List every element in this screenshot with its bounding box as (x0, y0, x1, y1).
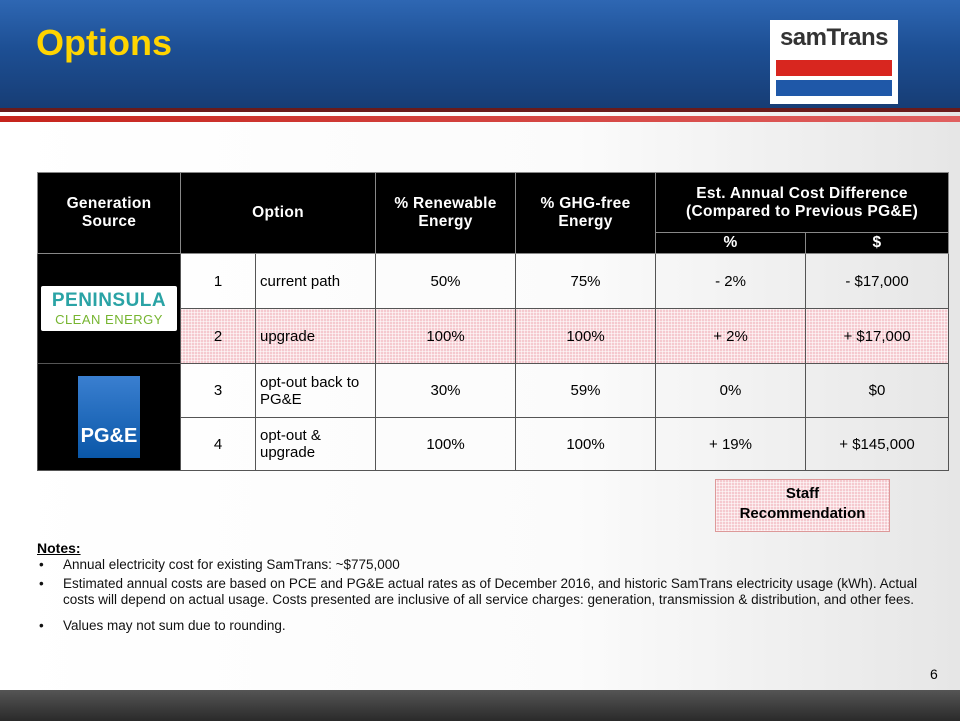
note-item: Estimated annual costs are based on PCE … (39, 576, 943, 608)
table-cell: 59% (515, 363, 657, 418)
header-cell: Option (179, 172, 377, 254)
rec-line: Recommendation (739, 505, 866, 522)
table-cell: 2 (180, 308, 256, 364)
table-cell: + $145,000 (805, 417, 950, 471)
pce-logo: PENINSULA CLEAN ENERGY (41, 286, 177, 331)
note-item: Values may not sum due to rounding. (39, 618, 943, 634)
options-table: Generation Source Option % Renewable Ene… (37, 172, 950, 471)
logo: samTrans (770, 20, 898, 104)
footer-band (0, 690, 960, 721)
source-cell: PENINSULA CLEAN ENERGY (37, 253, 181, 364)
table-cell: 4 (180, 417, 256, 471)
table-cell: opt-out & upgrade (254, 417, 377, 471)
header-cell: % Renewable Energy (375, 172, 517, 254)
header-cell: Generation Source (37, 172, 181, 254)
logo-text: samTrans (779, 24, 889, 51)
pge-logo: PG&E (78, 376, 140, 458)
table-cell: 100% (515, 417, 657, 471)
header-divider (0, 108, 960, 112)
table-cell: - $17,000 (805, 253, 950, 309)
table-cell: + $17,000 (805, 308, 950, 364)
table-cell: 0% (655, 363, 807, 418)
table-cell: 75% (515, 253, 657, 309)
table-cell: - 2% (655, 253, 807, 309)
table-cell: 100% (515, 308, 657, 364)
staff-recommendation: Staff Recommendation (715, 479, 890, 532)
table-cell: 100% (375, 308, 517, 364)
table-cell: 1 (180, 253, 256, 309)
notes-list: Annual electricity cost for existing Sam… (37, 557, 943, 637)
page-number: 6 (930, 666, 938, 682)
table-cell: $0 (805, 363, 950, 418)
logo-stripe (776, 80, 892, 96)
table-cell: + 19% (655, 417, 807, 471)
source-cell: PG&E (37, 363, 181, 471)
logo-tagline: CLEAN ENERGY (55, 312, 163, 327)
table-cell: 50% (375, 253, 517, 309)
table-cell: upgrade (254, 308, 377, 364)
notes-title: Notes: (37, 540, 81, 556)
slide-title: Options (36, 22, 172, 63)
subheader-cell: $ (805, 232, 950, 254)
note-item: Annual electricity cost for existing Sam… (39, 557, 943, 573)
subheader-cell: % (655, 232, 807, 254)
table-cell: 30% (375, 363, 517, 418)
header-line: (Compared to Previous PG&E) (686, 202, 919, 220)
table-cell: 3 (180, 363, 256, 418)
header-line: Est. Annual Cost Difference (696, 184, 908, 202)
logo-stripe (776, 60, 892, 76)
table-cell: + 2% (655, 308, 807, 364)
accent-line (0, 116, 960, 122)
table-cell: 100% (375, 417, 517, 471)
table-cell: current path (254, 253, 377, 309)
table-cell: opt-out back to PG&E (254, 363, 377, 418)
header-cell: % GHG-free Energy (515, 172, 657, 254)
header-cell: Est. Annual Cost Difference (Compared to … (655, 172, 950, 233)
rec-line: Staff (785, 485, 820, 502)
logo-name: PENINSULA (51, 290, 167, 311)
